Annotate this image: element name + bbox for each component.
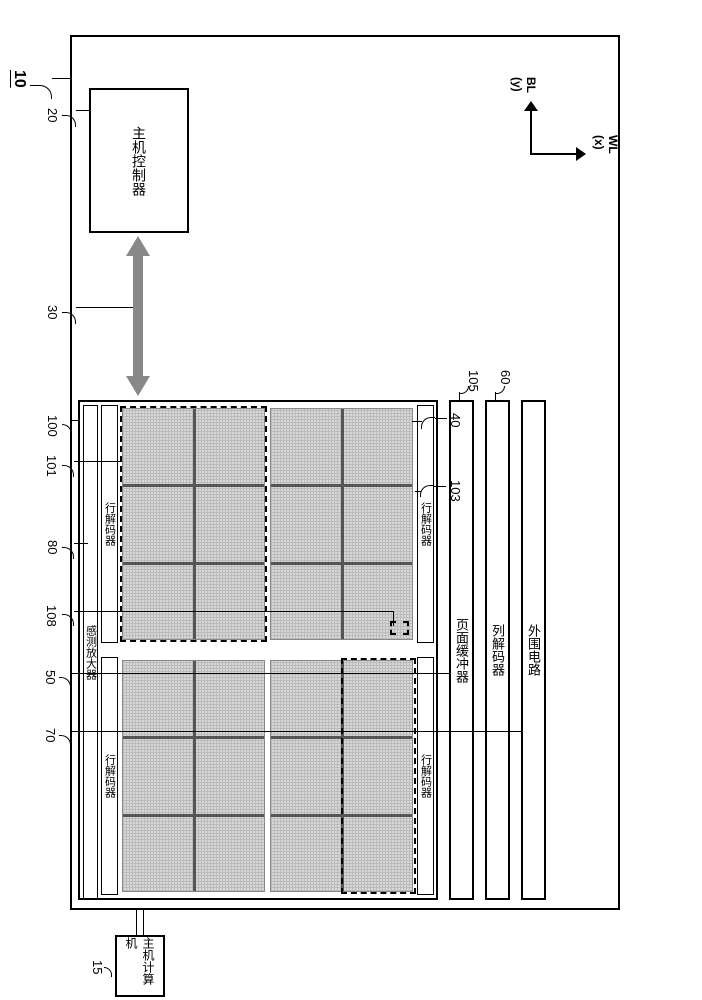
lead-30b [76, 307, 133, 308]
system-label: 10 [10, 70, 28, 88]
host-controller: 主机控制器 [89, 88, 189, 233]
lead-108c [393, 611, 394, 626]
ref-100: 100 [45, 415, 60, 437]
lead-20b [76, 110, 90, 111]
array-bl [122, 660, 265, 892]
ref-101: 101 [44, 455, 59, 477]
ref-30: 30 [45, 305, 60, 319]
host-connector [136, 910, 144, 937]
lead-101b [74, 461, 120, 462]
controller-label: 主机控制器 [129, 126, 149, 196]
axis-x-shaft [530, 153, 578, 155]
row-decoder-r2: 行解码器 [417, 657, 434, 895]
ref-108: 108 [44, 605, 59, 627]
lead-15 [104, 967, 112, 977]
array-tr [270, 408, 413, 640]
ref-80: 80 [45, 540, 60, 554]
lead-80b [74, 543, 88, 544]
axis-x-head [576, 147, 586, 161]
ref-60: 60 [498, 370, 513, 384]
bus-arrow [128, 236, 148, 396]
lead-70b [71, 731, 523, 732]
lead-50b [71, 673, 451, 674]
lead-103c [434, 486, 446, 487]
lead-10b [52, 78, 70, 79]
lead-40b [412, 421, 422, 422]
ref-20: 20 [45, 108, 60, 122]
lead-103 [420, 485, 434, 497]
page-buffer: 页面缓冲器 [449, 400, 474, 900]
axis-y-shaft [530, 105, 532, 153]
lead-108b [74, 611, 394, 612]
lead-40 [421, 417, 435, 429]
lead-40c [435, 418, 447, 419]
memory-chip: 感测放大器 行解码器 行解码器 行解码器 行解码器 [78, 400, 438, 900]
peripheral: 外围电路 [521, 400, 546, 900]
sense-amplifier: 感测放大器 [83, 405, 98, 899]
host-computer: 主机计算机 [115, 935, 165, 997]
ref-15: 15 [90, 960, 105, 974]
lead-10 [30, 85, 52, 99]
row-decoder-l2: 行解码器 [101, 657, 118, 895]
ref-70: 70 [43, 728, 58, 742]
row-decoder-l1: 行解码器 [101, 405, 118, 643]
row-decoder-r1: 行解码器 [417, 405, 434, 643]
lead-103b [415, 491, 421, 492]
bank-103 [341, 658, 416, 894]
ref-50: 50 [43, 670, 58, 684]
sense-amp-label: 感测放大器 [83, 625, 99, 680]
col-decoder: 列解码器 [485, 400, 510, 900]
bank-101 [120, 406, 267, 642]
